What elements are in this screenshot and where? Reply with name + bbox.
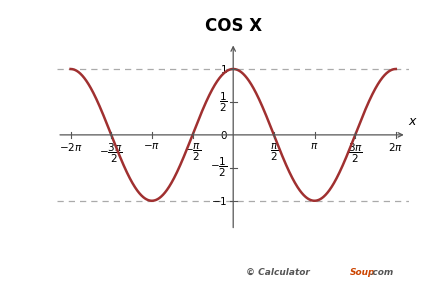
- Text: $2\pi$: $2\pi$: [389, 141, 403, 153]
- Text: x: x: [408, 115, 415, 128]
- Text: $\dfrac{\pi}{2}$: $\dfrac{\pi}{2}$: [270, 141, 278, 163]
- Text: Soup: Soup: [350, 268, 375, 277]
- Text: $-\dfrac{3\pi}{2}$: $-\dfrac{3\pi}{2}$: [99, 141, 123, 165]
- Text: $0$: $0$: [220, 129, 227, 141]
- Text: $-\dfrac{\pi}{2}$: $-\dfrac{\pi}{2}$: [184, 141, 201, 163]
- Text: © Calculator: © Calculator: [246, 268, 310, 277]
- Text: $\pi$: $\pi$: [310, 141, 319, 151]
- Text: $-2\pi$: $-2\pi$: [59, 141, 82, 153]
- Title: COS X: COS X: [205, 17, 262, 35]
- Text: $1$: $1$: [220, 63, 227, 75]
- Text: $-1$: $-1$: [211, 195, 227, 207]
- Text: .com: .com: [370, 268, 394, 277]
- Text: $-\pi$: $-\pi$: [143, 141, 161, 151]
- Text: $-\dfrac{1}{2}$: $-\dfrac{1}{2}$: [210, 156, 227, 180]
- Text: $\dfrac{3\pi}{2}$: $\dfrac{3\pi}{2}$: [348, 141, 363, 165]
- Text: $\dfrac{1}{2}$: $\dfrac{1}{2}$: [219, 90, 227, 114]
